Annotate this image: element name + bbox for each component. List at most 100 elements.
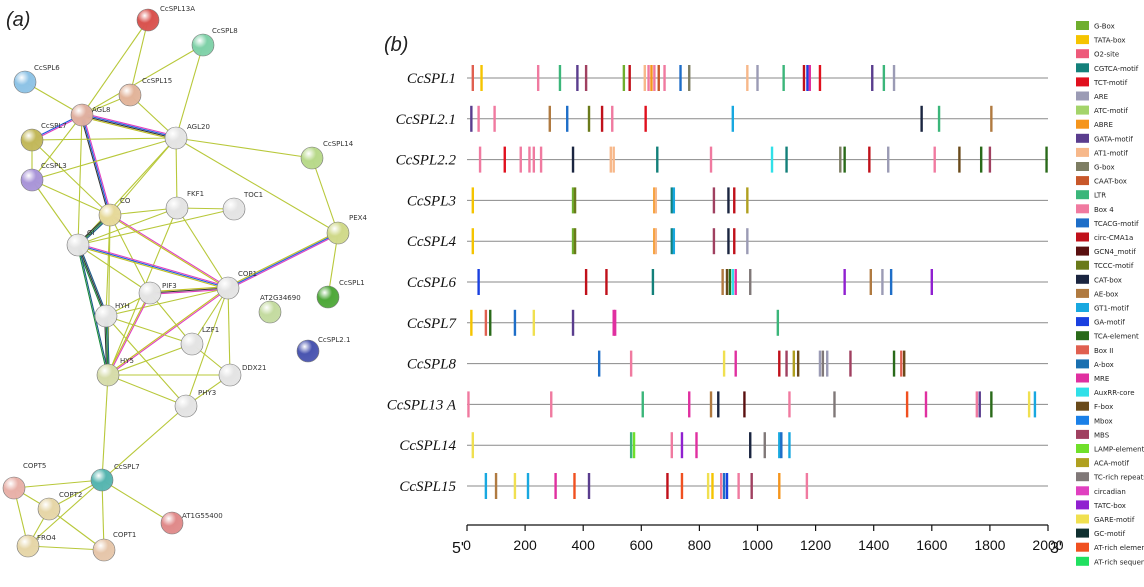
network-edge (109, 214, 151, 294)
element-mark (749, 432, 752, 459)
network-edge (77, 245, 228, 290)
element-mark (778, 350, 781, 377)
gene-name: CcSPL14 (399, 438, 456, 454)
element-mark (920, 105, 923, 132)
network-node: COPT5 (2, 462, 46, 500)
network-edge (31, 137, 177, 181)
node-circle (326, 221, 350, 245)
element-mark (806, 65, 809, 91)
gene-row: CcSPL15 (399, 473, 1048, 499)
element-mark (727, 228, 730, 255)
node-label: LZF1 (202, 326, 219, 334)
network-node: AT1G55400 (160, 511, 223, 535)
element-mark (611, 105, 614, 132)
element-mark (571, 146, 575, 173)
node-circle (20, 168, 44, 192)
element-mark (573, 473, 576, 499)
node-label: AGL20 (187, 123, 210, 131)
legend-item: GC-motif (1076, 528, 1126, 538)
element-mark (788, 432, 791, 459)
element-mark (653, 65, 656, 91)
element-mark (722, 350, 726, 377)
node-label: CcSPL7 (41, 122, 67, 130)
legend-swatch (1076, 274, 1089, 284)
element-mark (721, 269, 724, 295)
legend-label: TCT-motif (1093, 79, 1128, 87)
legend-label: ACA-motif (1094, 460, 1130, 468)
element-mark (609, 146, 612, 173)
element-mark (680, 432, 684, 459)
element-mark (600, 105, 604, 132)
gene-name: CcSPL15 (399, 479, 456, 495)
node-circle (222, 197, 246, 221)
legend-item: TCCC-motif (1076, 260, 1134, 270)
legend-label: CAAT-box (1094, 178, 1127, 186)
network-node: FRO4 (16, 534, 56, 558)
legend-swatch (1076, 373, 1089, 383)
element-mark (887, 146, 890, 173)
network-edge (227, 232, 339, 289)
element-mark (776, 309, 780, 336)
element-mark (573, 187, 577, 214)
network-edge (110, 213, 229, 288)
network-edge (27, 545, 105, 551)
element-mark (526, 473, 530, 499)
legend-swatch (1076, 77, 1089, 87)
legend-item: Box 4 (1076, 204, 1114, 214)
node-label: FKF1 (187, 190, 204, 198)
legend-item: G-box (1076, 162, 1115, 172)
node-circle (160, 511, 184, 535)
network-node: CcSPL3 (20, 162, 67, 192)
node-label: HYH (115, 302, 130, 310)
element-mark (477, 105, 480, 132)
element-mark (749, 269, 752, 295)
legend-swatch (1076, 345, 1089, 355)
element-mark (629, 432, 633, 459)
tick-label: 1000 (742, 537, 773, 553)
element-mark (489, 309, 492, 336)
legend-label: ATC-motif (1094, 107, 1128, 115)
legend-swatch (1076, 542, 1089, 552)
legend-label: Mbox (1094, 417, 1113, 425)
gene-row: CcSPL2.1 (396, 105, 1048, 132)
node-circle (20, 128, 44, 152)
element-mark (613, 309, 617, 336)
node-circle (316, 285, 340, 309)
legend-swatch (1076, 162, 1089, 171)
node-circle (136, 8, 160, 32)
legend-label: ABRE (1094, 121, 1113, 129)
legend-item: TATA-box (1076, 35, 1126, 45)
legend-label: GT1-motif (1094, 305, 1129, 313)
legend-item: circadian (1076, 486, 1126, 496)
legend-item: MRE (1076, 373, 1109, 383)
element-mark (612, 146, 615, 173)
element-mark (892, 65, 896, 91)
network-edge (81, 114, 111, 216)
element-mark (612, 309, 615, 336)
network-edge (108, 293, 152, 376)
element-mark (477, 269, 480, 295)
legend-swatch (1076, 472, 1089, 482)
network-node: HY5 (96, 357, 134, 387)
element-mark (892, 350, 896, 377)
node-label: CcSPL3 (41, 162, 67, 170)
element-mark (869, 269, 872, 295)
legend-label: F-box (1094, 403, 1113, 411)
node-label: CcSPL14 (323, 140, 354, 148)
element-mark (746, 187, 749, 214)
network-nodes: CcSPL13A CcSPL8 CcSPL6 CcSPL15 AGL8 CcSPL7 AGL… (2, 5, 367, 562)
legend-label: AT-rich element (1094, 544, 1144, 552)
node-label: AGL8 (92, 106, 110, 114)
legend-item: GCN4_motif (1076, 246, 1136, 256)
legend-item: GT1-motif (1076, 303, 1129, 313)
network-edge (101, 374, 109, 481)
legend-item: circ-CMA1a (1076, 232, 1133, 242)
gene-row: CcSPL2.2 (396, 146, 1048, 173)
element-mark (725, 473, 729, 499)
element-mark (826, 350, 829, 377)
legend-item: O2-site (1076, 49, 1119, 59)
network-node: CcSPL8 (191, 27, 238, 57)
network-edge (107, 374, 187, 407)
element-mark (728, 269, 732, 295)
